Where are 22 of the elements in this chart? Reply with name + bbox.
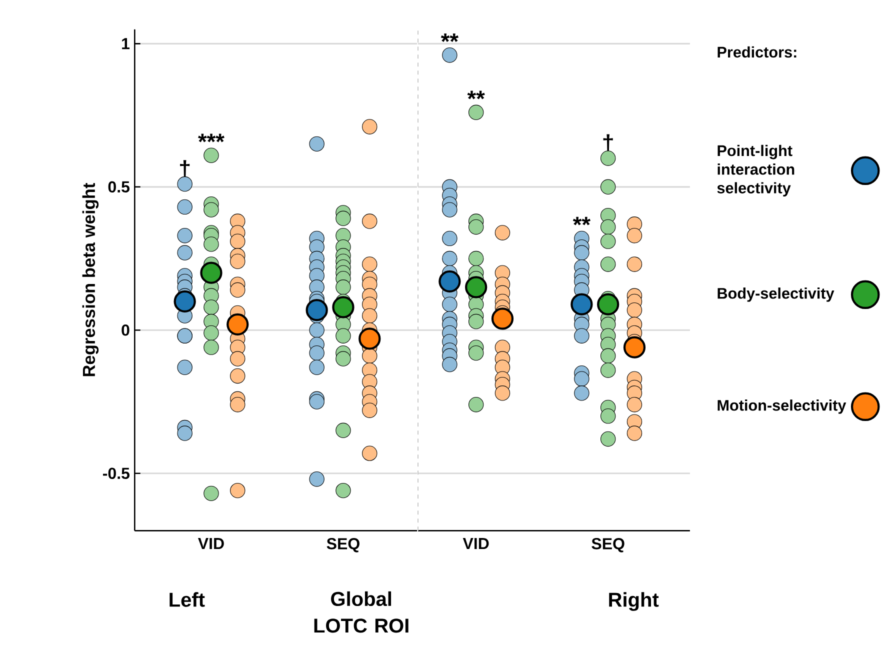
y-axis-title: Regression beta weight xyxy=(82,182,99,376)
y-tick-label: 1 xyxy=(122,38,130,50)
text: Point-light interaction selectivity xyxy=(717,144,794,196)
y-tick-label: -0.5 xyxy=(103,468,130,480)
annotation: *** xyxy=(198,134,224,142)
x-tick-label: SEQ xyxy=(326,538,360,552)
x-tick-label: VID xyxy=(198,538,224,550)
legend-label: Motion-selectivity xyxy=(718,400,846,414)
annotation: ** xyxy=(440,34,458,42)
annotation: ** xyxy=(467,90,485,100)
text: Right xyxy=(609,592,659,611)
annotation: ** xyxy=(572,216,590,226)
annotation: † xyxy=(603,134,613,152)
y-tick-label: 0 xyxy=(122,324,130,336)
text: Left xyxy=(170,592,205,607)
x-tick-label: SEQ xyxy=(592,538,624,552)
legend-label: Body-selectivity xyxy=(718,288,834,302)
x-axis-title: Global LOTC ROI xyxy=(314,591,408,633)
y-tick-label: 0.5 xyxy=(108,181,130,193)
legend-title: Predictors: xyxy=(718,46,796,58)
x-tick-label: VID xyxy=(462,538,489,550)
annotation: † xyxy=(180,160,190,178)
